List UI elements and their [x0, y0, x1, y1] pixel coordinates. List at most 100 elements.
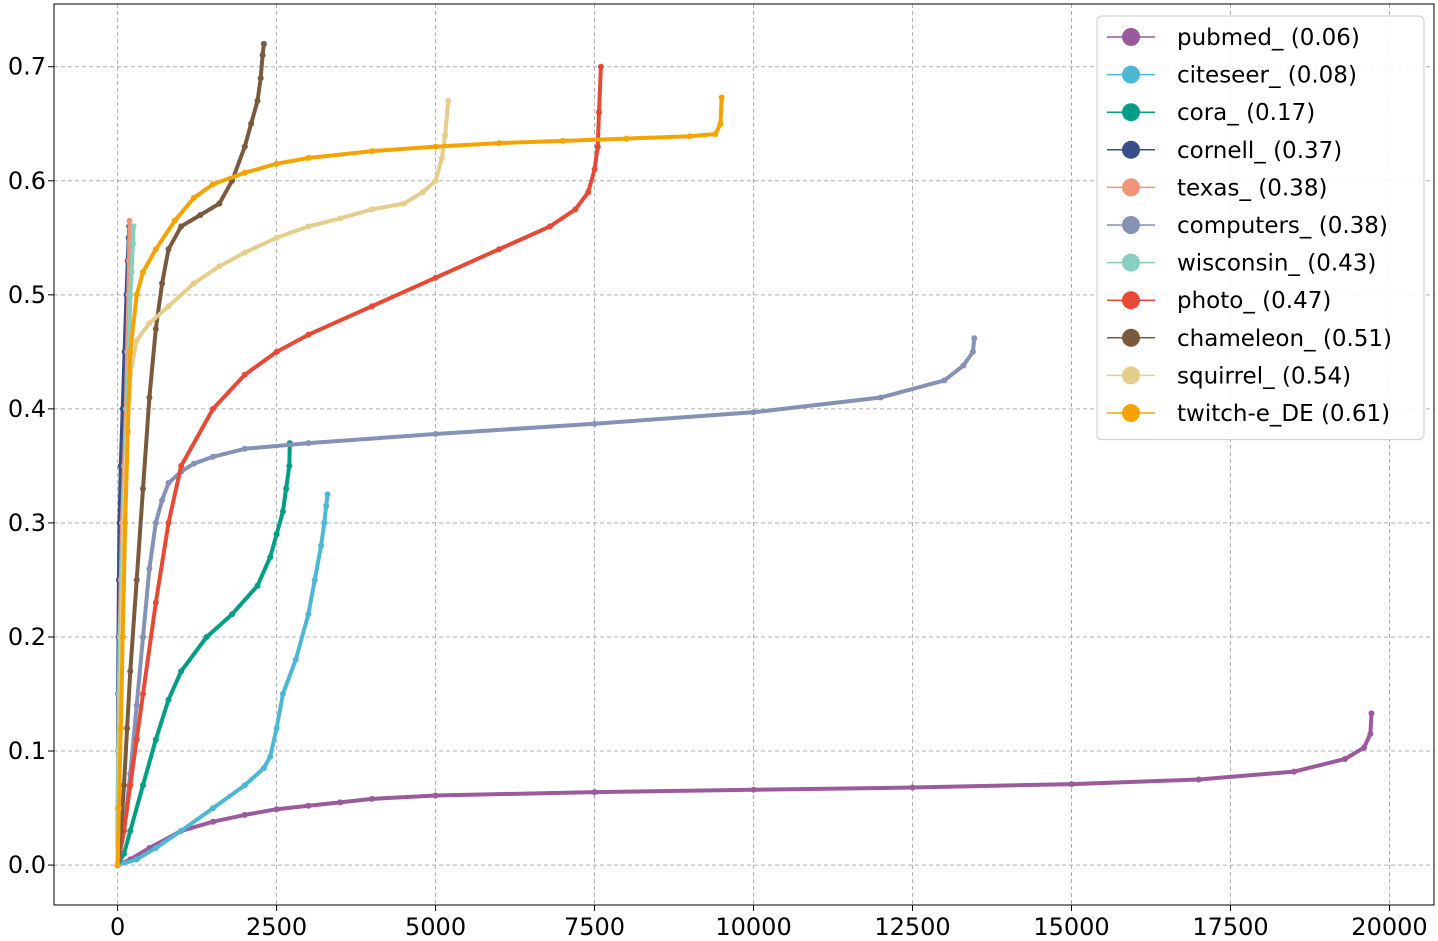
data-point: [190, 280, 197, 287]
data-point: [133, 702, 140, 709]
y-tick-label: 0.1: [8, 737, 46, 765]
data-point: [1195, 776, 1202, 783]
data-point: [216, 200, 223, 207]
data-point: [686, 133, 693, 140]
legend-item: chameleon_ (0.51): [1107, 326, 1392, 352]
data-point: [254, 97, 261, 104]
data-point: [750, 786, 757, 793]
legend-item: texas_ (0.38): [1107, 175, 1327, 201]
data-point: [241, 249, 248, 256]
x-tick-label: 12500: [874, 913, 950, 941]
data-point: [140, 782, 146, 789]
data-point: [596, 109, 602, 116]
data-point: [594, 143, 601, 150]
x-tick-label: 0: [110, 913, 125, 941]
y-tick-label: 0.2: [8, 623, 46, 651]
data-point: [311, 577, 318, 583]
series-10: [114, 94, 725, 869]
data-point: [133, 291, 140, 298]
data-point: [146, 394, 153, 401]
y-tick-label: 0.3: [8, 509, 46, 537]
data-point: [260, 40, 267, 47]
data-point: [305, 155, 312, 161]
data-point: [547, 223, 553, 230]
data-point: [229, 611, 236, 618]
data-point: [442, 132, 449, 139]
legend-marker: [1122, 328, 1140, 347]
data-point: [248, 120, 255, 127]
data-point: [273, 531, 280, 538]
data-point: [140, 634, 146, 640]
data-point: [273, 234, 280, 241]
data-point: [190, 194, 197, 201]
data-point: [152, 599, 159, 606]
data-point: [130, 223, 137, 230]
data-point: [559, 137, 566, 144]
data-point: [273, 160, 280, 167]
legend-label: photo_ (0.47): [1177, 288, 1331, 314]
data-point: [117, 725, 124, 732]
legend-label: texas_ (0.38): [1177, 175, 1327, 201]
y-tick-label: 0.0: [8, 851, 46, 879]
data-point: [241, 169, 248, 176]
legend-label: citeseer_ (0.08): [1177, 63, 1357, 89]
data-point: [121, 782, 127, 789]
data-point: [171, 217, 178, 224]
data-point: [909, 784, 916, 791]
data-point: [305, 611, 312, 618]
data-point: [257, 75, 264, 82]
x-tick-label: 15000: [1033, 913, 1109, 941]
legend-label: pubmed_ (0.06): [1177, 25, 1360, 51]
data-point: [127, 291, 134, 298]
series-line: [115, 492, 330, 868]
legend-item: computers_ (0.38): [1107, 213, 1388, 239]
series-line: [115, 41, 266, 868]
data-point: [260, 765, 267, 772]
data-point: [121, 850, 127, 857]
data-point: [305, 331, 312, 338]
series-1: [114, 491, 331, 869]
plot-frame: [53, 3, 1435, 906]
legend-marker: [1122, 178, 1140, 197]
data-point: [283, 485, 290, 492]
data-point: [591, 789, 598, 796]
data-point: [165, 696, 172, 703]
data-point: [210, 405, 216, 412]
legend-item: wisconsin_ (0.43): [1107, 251, 1376, 277]
legend-item: squirrel_ (0.54): [1107, 363, 1351, 389]
data-point: [419, 189, 426, 196]
legend-label: squirrel_ (0.54): [1177, 363, 1351, 389]
y-tick-label: 0.6: [8, 167, 46, 195]
data-point: [877, 394, 884, 401]
data-point: [597, 63, 604, 70]
data-point: [960, 362, 967, 369]
data-point: [241, 782, 248, 789]
data-point: [140, 691, 146, 697]
data-point: [124, 428, 131, 435]
data-point: [712, 131, 719, 137]
data-point: [1368, 710, 1375, 717]
data-point: [114, 862, 121, 869]
data-point: [305, 802, 312, 809]
data-point: [1361, 744, 1367, 751]
data-point: [115, 805, 122, 812]
data-point: [254, 582, 261, 589]
legend-item: photo_ (0.47): [1107, 288, 1331, 314]
legend-label: computers_ (0.38): [1177, 213, 1388, 239]
data-point: [133, 337, 140, 344]
data-point: [152, 845, 159, 851]
legend-item: pubmed_ (0.06): [1107, 25, 1360, 51]
data-point: [1367, 730, 1374, 737]
legend-label: twitch-e_DE (0.61): [1177, 401, 1390, 427]
legend-marker: [1122, 28, 1140, 46]
legend-label: cornell_ (0.37): [1177, 138, 1342, 164]
data-point: [127, 348, 134, 355]
data-point: [133, 577, 140, 583]
data-point: [127, 782, 134, 789]
data-point: [210, 805, 216, 812]
legend-marker: [1122, 404, 1140, 422]
data-point: [432, 274, 439, 281]
data-point: [324, 491, 331, 498]
data-point: [159, 280, 166, 287]
legend-marker: [1122, 103, 1140, 122]
